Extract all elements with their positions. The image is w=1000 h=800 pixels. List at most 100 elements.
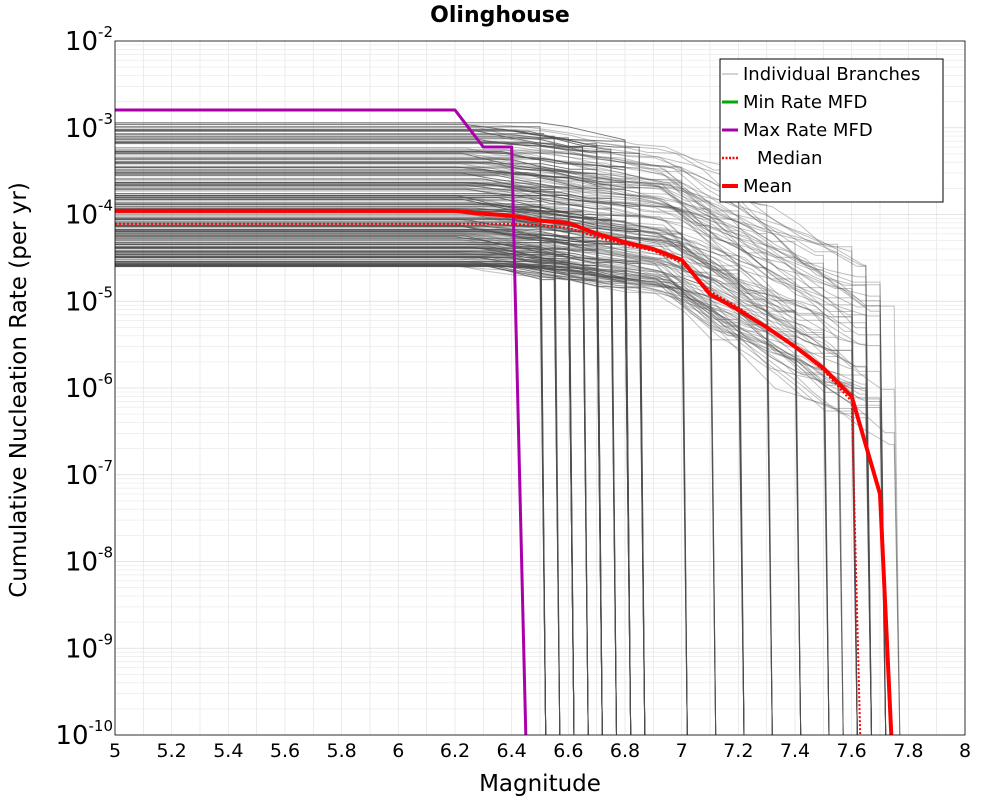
x-tick-label: 6.8 [610,740,640,762]
x-tick-label: 7.8 [893,740,923,762]
x-tick-label: 5.6 [270,740,300,762]
legend-label: Min Rate MFD [743,92,867,113]
branch-curve [115,149,688,736]
y-tick-label: 10-9 [65,630,113,664]
branch-curve [115,182,717,736]
branch-curve [115,244,802,736]
branch-curve [115,223,887,736]
branch-curve [115,218,745,736]
y-tick-label: 10-4 [65,197,113,231]
plot-frame [114,40,966,736]
branch-curve [115,183,844,736]
branch-curve [115,140,773,736]
branch-curve [115,142,617,736]
branch-curve [115,182,646,736]
branch-curve [115,243,887,736]
x-tick-label: 6.6 [553,740,583,762]
branch-curve [115,262,858,736]
branch-curve [115,207,830,736]
y-tick-label: 10-8 [65,544,113,578]
branch-curve [115,163,745,736]
x-tick-label: 7.4 [780,740,810,762]
branch-curve [115,257,858,736]
branch-curve [115,159,745,736]
mean-line [115,208,894,736]
branch-curve [115,190,858,736]
branch-curve [115,172,802,736]
branch-curve [115,169,617,736]
branch-curve [115,203,802,736]
branch-curve [115,198,872,736]
branch-curve [115,201,617,736]
branch-curve [115,147,872,736]
legend-label: Median [757,148,822,169]
branch-curve [115,149,688,736]
branch-curve [115,251,603,736]
branch-curve [115,198,617,736]
y-tick-label: 10-2 [65,23,113,57]
branch-curve [115,232,603,736]
branch-curve [115,212,688,736]
branch-curve [115,162,717,736]
branch-curve [115,183,717,736]
branch-curve [115,182,617,736]
branch-curve [115,170,887,736]
legend-label: Individual Branches [743,64,920,85]
legend-label: Max Rate MFD [743,120,873,141]
y-tick-label: 10-3 [65,110,113,144]
branch-curve [115,186,773,736]
branch-curve [115,205,872,736]
y-tick-label: 10-5 [65,283,113,317]
branch-curve [115,151,632,736]
branch-curve [115,170,802,736]
branch-curve [115,180,830,736]
branch-curve [115,195,745,736]
x-tick-label: 6 [392,740,404,762]
branch-curve [115,162,632,736]
x-tick-label: 5 [109,740,121,762]
chart-title: Olinghouse [430,3,570,28]
max-rate-mfd-line [115,108,528,736]
branch-curve [115,177,802,736]
branch-curve [115,261,858,736]
branch-curve [115,126,773,736]
branch-curve [115,255,872,736]
branch-curve [115,136,872,736]
branch-curve [115,243,830,736]
branch-curve [115,226,547,736]
branch-curve [115,142,646,736]
branch-curve [115,226,802,736]
x-tick-label: 8 [959,740,971,762]
x-axis-label: Magnitude [479,771,601,797]
branch-curve [115,139,603,736]
branch-curve [115,183,872,736]
branch-curve [115,153,858,736]
y-tick-label: 10-10 [55,717,113,751]
branch-curve [115,147,688,736]
x-tick-label: 7 [676,740,688,762]
branch-curve [115,208,745,736]
branch-curve [115,218,830,736]
branch-curve [115,265,901,736]
legend-label: Mean [743,176,792,197]
x-tick-label: 6.2 [440,740,470,762]
x-tick-label: 7.6 [837,740,867,762]
y-tick-label: 10-7 [65,457,113,491]
branch-curve [115,153,830,736]
branch-curve [115,258,773,736]
branch-curve [115,262,632,736]
branch-curve [115,151,858,736]
branch-curve [115,242,858,736]
branch-curve [115,258,858,736]
x-tick-labels: 5 5.2 5.4 5.6 5.8 6 6.2 6.4 6.6 6.8 7 7.2 7.4 7.6 7.8 8 [109,740,971,762]
branch-curve [115,216,844,736]
branch-curve [115,152,603,736]
x-tick-label: 5.8 [327,740,357,762]
individual-branches [115,122,901,736]
branch-curve [115,167,872,736]
summary-series [115,108,894,736]
branch-curve [115,264,632,736]
branch-curve [115,203,646,736]
branch-curve [115,209,830,736]
